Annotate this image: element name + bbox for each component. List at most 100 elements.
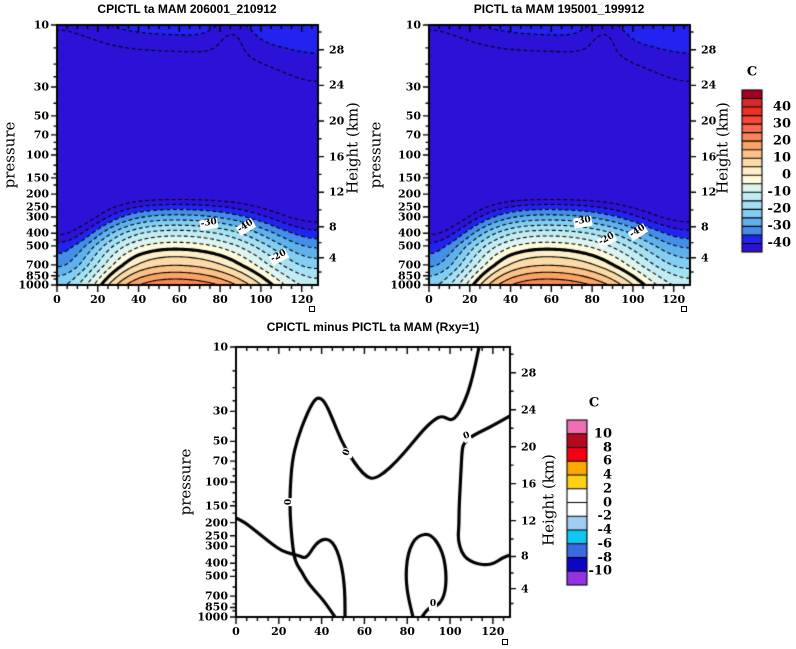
pressure-axis-label-top-left: pressure [0,121,19,189]
height-tick-label-top-right: 4 [701,251,709,265]
pressure-tick-label-bottom: 700 [205,589,228,603]
x-tick-label-top-left: 40 [130,293,147,306]
height-tick-label-top-left: 24 [329,78,345,92]
pressure-tick-label-bottom: 10 [212,340,228,354]
x-tick-label-bottom: 60 [356,625,373,638]
x-tick-label-bottom: 120 [481,625,505,638]
pressure-tick-label-top-left: 150 [26,171,49,185]
pressure-tick-label-top-left: 200 [26,187,49,201]
pressure-tick-label-bottom: 150 [205,499,228,513]
pressure-tick-label-top-left: 700 [26,258,49,272]
pressure-tick-label-top-right: 100 [398,148,421,162]
height-tick-label-top-left: 12 [329,185,345,199]
zero-contour-label-bottom: 0 [284,497,295,507]
height-tick-label-bottom: 8 [521,549,529,563]
colorbar-bottom-tick-label: 2 [602,481,612,497]
pressure-tick-label-top-right: 850 [398,269,421,283]
x-tick-label-bottom: 100 [438,625,462,638]
height-tick-label-top-left: 8 [329,220,337,234]
pressure-tick-label-bottom: 50 [212,434,228,448]
pressure-tick-label-top-right: 700 [398,258,421,272]
pressure-tick-label-bottom: 200 [205,516,228,530]
colorbar-bottom-tick-label: -2 [597,508,612,524]
colorbar-bottom-tick-label: 6 [602,453,612,469]
pressure-axis-label-bottom: pressure [176,448,195,516]
pressure-tick-label-top-right: 400 [398,226,421,240]
colorbar-top-tick-label: 30 [772,116,791,132]
colorbar-top-tick-label: -10 [767,184,792,200]
colorbar-bottom-tick-label: -4 [597,522,612,538]
pressure-tick-label-top-right: 250 [398,200,421,214]
x-tick-label-top-right: 100 [621,293,645,306]
pressure-tick-label-bottom: 500 [205,569,228,583]
colorbar-top-tick-label: 10 [772,150,791,166]
colorbar-top-title: C [746,64,758,80]
colorbar-bottom-title: C [588,395,600,411]
colorbar-bottom-tick-label: 4 [602,467,612,483]
height-tick-label-bottom: 4 [521,582,529,596]
pressure-tick-label-bottom: 300 [205,539,228,553]
x-tick-label-top-left: 0 [53,293,61,306]
colorbar-top-tick-label: -30 [767,218,792,234]
x-tick-label-top-right: 40 [502,293,519,306]
x-tick-label-bottom: 20 [271,625,287,638]
height-tick-label-bottom: 16 [521,477,537,491]
pressure-tick-label-top-right: 200 [398,187,421,201]
pressure-tick-label-top-left: 70 [33,128,49,142]
x-tick-label-top-right: 20 [462,293,478,306]
x-tick-label-top-right: 80 [584,293,600,306]
pressure-tick-label-top-right: 70 [405,128,421,142]
height-axis-label-top-left: Height (km) [343,102,362,194]
height-tick-label-bottom: 20 [521,440,537,454]
height-tick-label-top-left: 4 [329,251,337,265]
colorbar-bottom-tick-label: 8 [602,440,612,455]
x-tick-label-bottom: 80 [399,625,415,638]
x-tick-label-bottom: 0 [232,625,240,638]
colorbar-bottom-tick-label: 10 [593,426,612,442]
x-tick-label-top-left: 60 [171,293,187,306]
panel-title-top-right: PICTL ta MAM 195001_199912 [473,2,645,16]
colorbar-bottom-tick-label: 0 [602,495,612,510]
x-tick-label-bottom: 40 [313,625,330,638]
pressure-tick-label-top-right: 10 [405,18,421,32]
pressure-tick-label-top-left: 10 [33,18,49,32]
height-tick-label-top-right: 24 [701,78,717,92]
pressure-tick-label-bottom: 1000 [197,610,228,624]
pressure-tick-label-top-left: 1000 [18,278,49,292]
height-tick-label-top-right: 28 [701,43,717,57]
pressure-tick-label-top-left: 300 [26,210,49,224]
pressure-tick-label-top-right: 150 [398,171,421,185]
x-tick-label-top-right: 120 [662,293,686,306]
height-tick-label-top-right: 16 [701,150,717,164]
colorbar-top-tick-label: -20 [767,201,792,217]
x-tick-label-top-left: 80 [212,293,228,306]
colorbar-bottom-tick-label: -8 [597,550,612,565]
x-tick-label-top-left: 120 [290,293,314,306]
height-tick-label-top-left: 28 [329,43,345,57]
height-tick-label-bottom: 12 [521,514,537,528]
pressure-tick-label-top-left: 100 [26,148,49,162]
pressure-tick-label-top-left: 500 [26,239,49,253]
pressure-tick-label-top-left: 250 [26,200,49,214]
colorbar-top-tick-label: 0 [781,167,791,183]
height-axis-label-top-right: Height (km) [713,102,732,194]
axis-unit-marker [502,639,508,645]
height-tick-label-bottom: 28 [521,366,537,380]
colorbar-top-tick-label: 20 [772,133,791,149]
pressure-tick-label-top-left: 30 [33,80,49,94]
pressure-tick-label-top-left: 400 [26,226,49,240]
pressure-tick-label-top-right: 300 [398,210,421,224]
colorbar-bottom-tick-label: -10 [588,563,613,579]
x-tick-label-top-right: 60 [543,293,559,306]
x-tick-label-top-right: 0 [425,293,433,306]
x-tick-label-top-left: 20 [90,293,106,306]
height-tick-label-top-right: 8 [701,220,709,234]
pressure-tick-label-bottom: 70 [212,454,228,468]
pressure-axis-label-top-right: pressure [366,121,385,189]
height-tick-label-top-left: 16 [329,150,345,164]
pressure-tick-label-top-right: 1000 [390,278,421,292]
axis-unit-marker [309,306,315,312]
pressure-tick-label-top-right: 50 [405,109,421,123]
pressure-tick-label-top-right: 30 [405,80,421,94]
